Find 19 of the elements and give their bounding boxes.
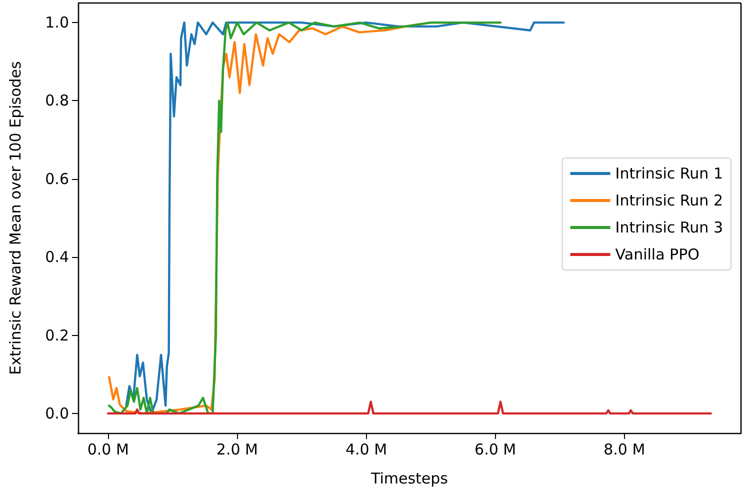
legend-label: Intrinsic Run 1 (615, 164, 724, 182)
legend-label: Intrinsic Run 3 (615, 218, 724, 236)
legend-label: Vanilla PPO (615, 246, 700, 264)
y-tick-label: 0.0 (45, 404, 69, 422)
y-tick-label: 0.8 (45, 92, 69, 110)
line-series (108, 21, 502, 415)
x-tick-label: 4.0 M (345, 440, 388, 458)
y-tick-label: 0.2 (45, 326, 69, 344)
y-axis-title: Extrinsic Reward Mean over 100 Episodes (6, 60, 24, 375)
x-tick-label: 2.0 M (216, 440, 258, 458)
y-tick-label: 1.0 (45, 14, 69, 32)
line-series (107, 400, 712, 415)
x-tick-label: 0.0 M (87, 440, 129, 458)
x-tick-label: 6.0 M (474, 440, 516, 458)
legend-label: Intrinsic Run 2 (615, 192, 724, 210)
x-axis-title: Timesteps (370, 470, 448, 488)
x-tick-label: 8.0 M (604, 440, 646, 458)
y-tick-label: 0.6 (45, 170, 69, 188)
y-tick-label: 0.4 (45, 248, 69, 266)
